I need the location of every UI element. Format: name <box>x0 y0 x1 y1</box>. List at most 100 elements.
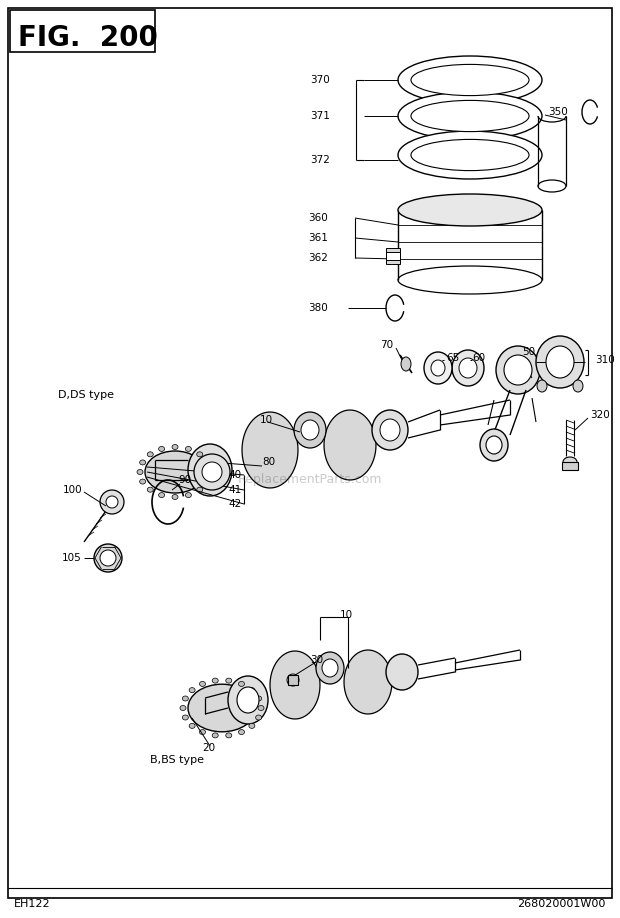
Ellipse shape <box>452 350 484 386</box>
Text: 90: 90 <box>178 475 191 485</box>
Bar <box>10 10 155 52</box>
Ellipse shape <box>197 452 203 457</box>
Ellipse shape <box>212 678 218 683</box>
Text: 380: 380 <box>308 303 328 313</box>
Text: 65: 65 <box>446 353 459 363</box>
Text: FIG.  200: FIG. 200 <box>18 24 158 52</box>
Ellipse shape <box>172 495 178 499</box>
Ellipse shape <box>480 429 508 461</box>
Text: 40: 40 <box>229 470 242 480</box>
Ellipse shape <box>197 487 203 492</box>
Text: 100: 100 <box>63 485 82 495</box>
Ellipse shape <box>322 659 338 677</box>
Bar <box>386 248 400 264</box>
Ellipse shape <box>202 462 222 482</box>
Ellipse shape <box>294 412 326 448</box>
Ellipse shape <box>94 544 122 572</box>
Ellipse shape <box>172 444 178 450</box>
Ellipse shape <box>239 730 244 734</box>
Ellipse shape <box>538 180 566 192</box>
Text: 10: 10 <box>340 610 353 620</box>
Ellipse shape <box>398 194 542 226</box>
Text: 60: 60 <box>472 353 485 363</box>
Ellipse shape <box>546 346 574 378</box>
Text: 10: 10 <box>260 415 273 425</box>
Ellipse shape <box>239 681 244 687</box>
Ellipse shape <box>205 479 210 484</box>
Bar <box>386 252 400 260</box>
Text: B,BS type: B,BS type <box>150 755 204 765</box>
Text: 362: 362 <box>308 253 328 263</box>
Ellipse shape <box>200 730 205 734</box>
Ellipse shape <box>431 360 445 376</box>
Polygon shape <box>270 651 320 719</box>
Ellipse shape <box>189 688 195 692</box>
Ellipse shape <box>200 681 205 687</box>
Text: 30: 30 <box>310 655 323 665</box>
Ellipse shape <box>188 444 232 496</box>
Ellipse shape <box>536 336 584 388</box>
Ellipse shape <box>148 452 153 457</box>
Ellipse shape <box>398 131 542 179</box>
Text: 350: 350 <box>548 107 568 117</box>
Ellipse shape <box>106 496 118 508</box>
Ellipse shape <box>255 696 262 701</box>
Ellipse shape <box>301 420 319 440</box>
Ellipse shape <box>148 487 153 492</box>
Ellipse shape <box>188 684 256 732</box>
Ellipse shape <box>573 380 583 392</box>
Ellipse shape <box>100 550 116 566</box>
Ellipse shape <box>424 352 452 384</box>
Ellipse shape <box>198 456 222 484</box>
Ellipse shape <box>140 460 146 465</box>
Text: 360: 360 <box>308 213 328 223</box>
Ellipse shape <box>249 688 255 692</box>
Ellipse shape <box>182 715 188 720</box>
Ellipse shape <box>159 493 164 498</box>
Ellipse shape <box>189 723 195 728</box>
Ellipse shape <box>140 479 146 484</box>
Text: 372: 372 <box>310 155 330 165</box>
Text: 320: 320 <box>590 410 609 420</box>
Ellipse shape <box>207 469 213 475</box>
Ellipse shape <box>411 64 529 95</box>
Text: 80: 80 <box>262 457 275 467</box>
Ellipse shape <box>380 419 400 441</box>
Text: 41: 41 <box>229 485 242 495</box>
Ellipse shape <box>398 266 542 294</box>
Text: 42: 42 <box>229 499 242 509</box>
Text: EH122: EH122 <box>14 899 51 909</box>
Ellipse shape <box>411 140 529 171</box>
Ellipse shape <box>205 460 210 465</box>
Bar <box>562 462 578 470</box>
Text: D,DS type: D,DS type <box>58 390 114 400</box>
Ellipse shape <box>504 355 532 385</box>
Text: ReplacementParts.com: ReplacementParts.com <box>237 474 383 487</box>
Ellipse shape <box>255 715 262 720</box>
Ellipse shape <box>372 410 408 450</box>
Ellipse shape <box>237 687 259 713</box>
Ellipse shape <box>537 380 547 392</box>
Ellipse shape <box>398 92 542 140</box>
Ellipse shape <box>226 678 232 683</box>
Ellipse shape <box>182 696 188 701</box>
Bar <box>288 675 298 685</box>
Text: 20: 20 <box>202 743 215 753</box>
Ellipse shape <box>228 676 268 724</box>
Text: 50: 50 <box>522 347 535 357</box>
Ellipse shape <box>486 436 502 454</box>
Ellipse shape <box>137 469 143 475</box>
Text: 361: 361 <box>308 233 328 243</box>
Ellipse shape <box>496 346 540 394</box>
Ellipse shape <box>316 652 344 684</box>
Ellipse shape <box>180 706 186 711</box>
Ellipse shape <box>212 733 218 738</box>
Ellipse shape <box>411 100 529 131</box>
Ellipse shape <box>185 493 192 498</box>
Ellipse shape <box>185 446 192 452</box>
Ellipse shape <box>226 733 232 738</box>
Ellipse shape <box>459 358 477 378</box>
Text: 371: 371 <box>310 111 330 121</box>
Ellipse shape <box>563 457 577 467</box>
Ellipse shape <box>401 357 411 371</box>
